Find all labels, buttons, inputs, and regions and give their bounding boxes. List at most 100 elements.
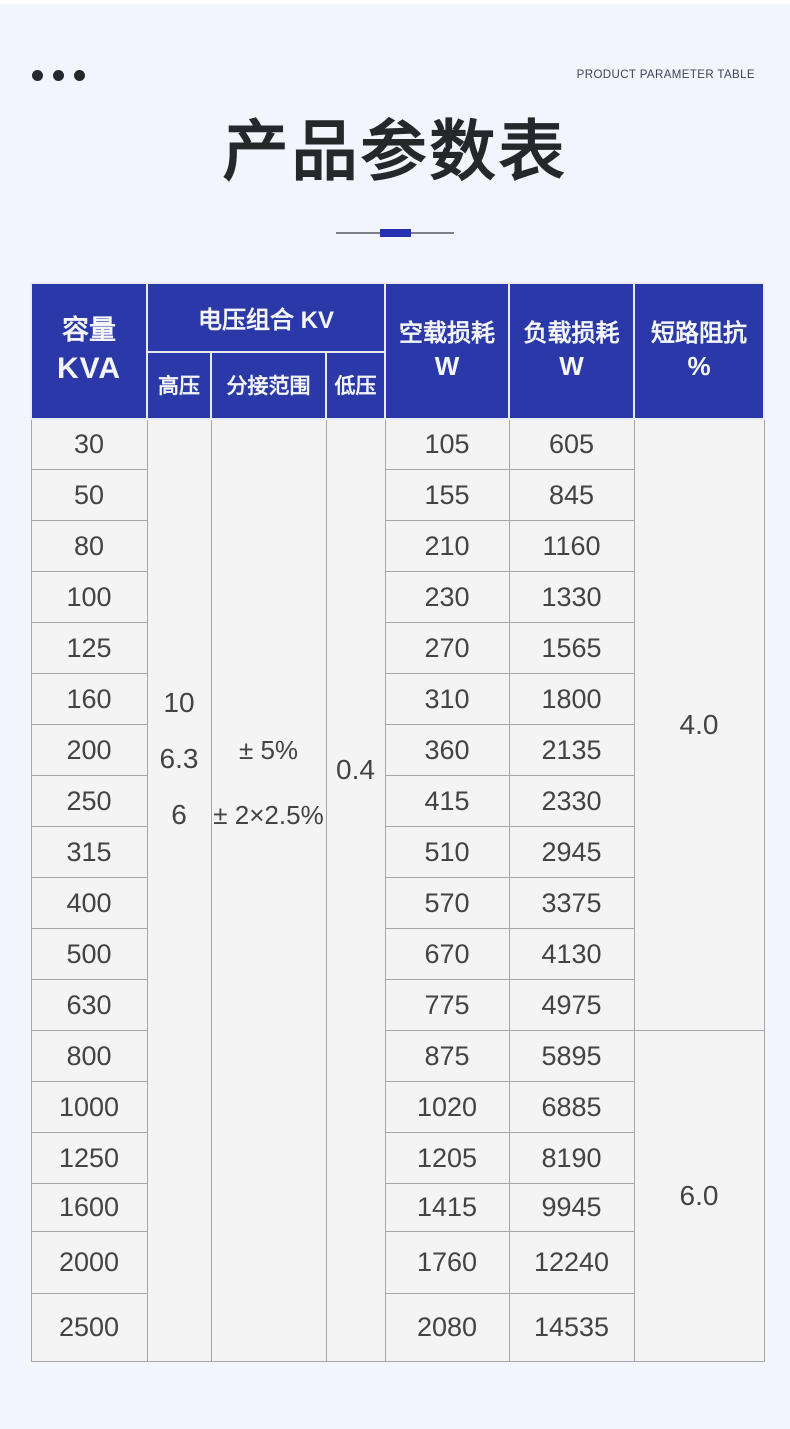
noload-cell: 2080 [384, 1293, 510, 1362]
table-body: 30 10 6.3 6 ± 5% ± 2×2.5% 0.4 105 [30, 418, 765, 1362]
table-row: 800 875 5895 6.0 [30, 1030, 765, 1362]
high-voltage-merged-cell: 10 6.3 6 [146, 418, 212, 1362]
title-divider [336, 228, 454, 237]
noload-cell: 105 [384, 418, 510, 470]
table-row: 80 210 1160 [30, 520, 764, 572]
noload-cell: 875 [384, 1030, 510, 1082]
table-row: 100 230 1330 [30, 571, 764, 623]
kva-cell: 30 [30, 418, 148, 470]
kva-cell: 315 [30, 826, 148, 878]
load-cell: 14535 [508, 1293, 635, 1362]
dot-icon [53, 69, 64, 81]
load-cell: 2945 [508, 826, 635, 878]
table-row: 30 10 6.3 6 ± 5% ± 2×2.5% 0.4 105 [30, 418, 765, 1362]
load-cell: 845 [508, 469, 635, 521]
hv-value: 6 [171, 798, 187, 830]
header-row-sub: 高压 分接范围 低压 [31, 350, 764, 420]
noload-cell: 210 [384, 520, 510, 572]
header-capacity-unit: KVA [56, 351, 122, 385]
page-header-row: PRODUCT PARAMETER TABLE [0, 66, 790, 84]
load-cell: 2135 [508, 724, 635, 776]
table-row: 1600 1415 9945 [30, 1183, 764, 1232]
hv-value: 10 [163, 686, 195, 718]
table-row: 200 360 2135 [30, 724, 764, 776]
noload-cell: 775 [384, 979, 510, 1031]
product-parameter-table: 容量 KVA 电压组合 KV 空载损耗 W 负载损耗 W 短路阻抗 [30, 281, 766, 1362]
hv-value: 6.3 [159, 742, 199, 774]
load-cell: 1800 [508, 673, 635, 725]
kva-cell: 125 [30, 622, 148, 674]
header-capacity-label: 容量 [62, 314, 116, 345]
noload-cell: 155 [384, 469, 510, 521]
noload-cell: 360 [384, 724, 510, 776]
kva-cell: 250 [30, 775, 148, 827]
header-impedance: 短路阻抗 % [633, 281, 766, 420]
header-tap-range: 分接范围 [210, 350, 327, 420]
noload-cell: 570 [384, 877, 510, 929]
impedance-cell-group-b: 6.0 [633, 1030, 765, 1362]
kva-cell: 200 [30, 724, 148, 776]
kva-cell: 630 [30, 979, 148, 1031]
kva-cell: 800 [30, 1030, 148, 1082]
load-cell: 8190 [508, 1132, 635, 1184]
noload-cell: 310 [384, 673, 510, 725]
table-row: 2500 2080 14535 [30, 1293, 764, 1362]
kva-cell: 1600 [30, 1183, 148, 1232]
header-low-voltage: 低压 [324, 350, 387, 420]
noload-cell: 1760 [384, 1231, 510, 1294]
table-row: 630 775 4975 [30, 979, 764, 1031]
tap-range-value: ± 2×2.5% [213, 799, 324, 830]
dot-icon [74, 69, 85, 81]
load-cell: 12240 [508, 1231, 635, 1294]
header-load-loss-label: 负载损耗 [523, 319, 620, 347]
tap-range-value: ± 5% [238, 734, 299, 765]
load-cell: 4130 [508, 928, 635, 980]
table-row: 2000 1760 12240 [30, 1231, 764, 1294]
header-voltage-group: 电压组合 KV [145, 281, 387, 353]
table-row: 400 570 3375 [30, 877, 764, 929]
kva-cell: 160 [30, 673, 148, 725]
noload-cell: 1020 [384, 1081, 510, 1133]
header-impedance-unit: % [687, 351, 711, 382]
load-cell: 1565 [508, 622, 635, 674]
table-row: 250 415 2330 [30, 775, 764, 827]
page-title: 产品参数表 [222, 114, 568, 188]
load-cell: 9945 [508, 1183, 635, 1232]
load-cell: 3375 [508, 877, 635, 929]
kva-cell: 2000 [30, 1231, 148, 1294]
header-load-loss: 负载损耗 W [508, 281, 636, 420]
kva-cell: 100 [30, 571, 148, 623]
load-cell: 1160 [508, 520, 635, 572]
header-load-loss-unit: W [559, 351, 584, 382]
header-impedance-label: 短路阻抗 [651, 319, 748, 347]
kva-cell: 400 [30, 877, 148, 929]
kva-cell: 1250 [30, 1132, 148, 1184]
noload-cell: 510 [384, 826, 510, 878]
load-cell: 605 [508, 418, 635, 470]
noload-cell: 270 [384, 622, 510, 674]
load-cell: 4975 [508, 979, 635, 1031]
noload-cell: 230 [384, 571, 510, 623]
dot-icon [32, 69, 43, 81]
kva-cell: 2500 [30, 1293, 148, 1362]
header-row-top: 容量 KVA 电压组合 KV 空载损耗 W 负载损耗 W 短路阻抗 [30, 281, 766, 420]
table-row: 160 310 1800 [30, 673, 764, 725]
low-voltage-merged-cell: 0.4 [325, 418, 386, 1362]
load-cell: 6885 [508, 1081, 635, 1133]
load-cell: 2330 [508, 775, 635, 827]
table-header: 容量 KVA 电压组合 KV 空载损耗 W 负载损耗 W 短路阻抗 [30, 281, 766, 420]
table-row: 1250 1205 8190 [30, 1132, 764, 1184]
table-row: 125 270 1565 [30, 622, 764, 674]
header-no-load-loss-label: 空载损耗 [399, 319, 496, 347]
noload-cell: 670 [384, 928, 510, 980]
table-row: 500 670 4130 [30, 928, 764, 980]
kva-cell: 80 [30, 520, 148, 572]
kva-cell: 50 [30, 469, 148, 521]
tap-range-merged-cell: ± 5% ± 2×2.5% [210, 418, 327, 1362]
load-cell: 1330 [508, 571, 635, 623]
header-no-load-loss: 空载损耗 W [384, 281, 511, 420]
noload-cell: 1415 [384, 1183, 510, 1232]
kva-cell: 1000 [30, 1081, 148, 1133]
noload-cell: 415 [384, 775, 510, 827]
eyebrow-label: PRODUCT PARAMETER TABLE [576, 69, 755, 81]
